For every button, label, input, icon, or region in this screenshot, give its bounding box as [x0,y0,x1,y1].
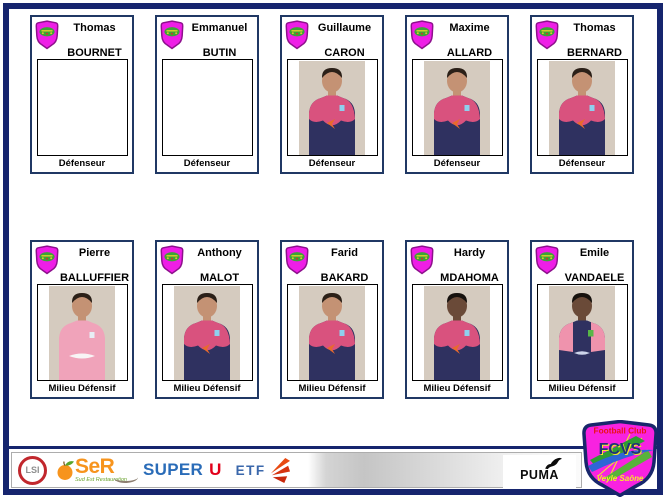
crest-top-text: Football Club [594,426,647,436]
club-badge-icon [285,245,309,275]
player-last-name: BUTIN [202,47,237,59]
player-photo [536,284,628,381]
player-card: Farid BAKARD Milieu Défensif [280,240,384,399]
sponsor-bar: LSI SeR Sud Est Restauration SUPER U ETF [11,452,582,488]
player-first-name: Anthony [197,247,242,259]
ser-logo: SeR Sud Est Restauration [56,455,138,484]
player-position: Milieu Défensif [548,383,616,394]
orange-fruit-icon [57,461,74,480]
card-header: Pierre BALLUFFIER [32,242,132,284]
crest-initials-shadow: FCVS [600,442,643,459]
player-position: Défenseur [308,158,356,169]
player-card: Anthony MALOT Milieu Défensif [155,240,259,399]
player-last-name: BOURNET [67,47,122,59]
club-badge-icon [410,20,434,50]
player-card: Thomas BOURNET Défenseur [30,15,134,174]
card-header: Farid BAKARD [282,242,382,284]
player-last-name: BAKARD [320,272,369,284]
super-u-logo: SUPER U [143,460,222,480]
puma-logo-inner: PUMA [520,458,562,483]
card-header: Anthony MALOT [157,242,257,284]
player-first-name: Emmanuel [191,22,248,34]
club-badge-icon [535,20,559,50]
player-last-name: MALOT [199,272,240,284]
card-header: Thomas BERNARD [532,17,632,59]
ser-swoosh-icon [114,472,138,484]
player-card: Thomas BERNARD Défenseur [530,15,634,174]
player-photo [36,284,128,381]
player-card: Guillaume CARON Défenseur [280,15,384,174]
player-photo [161,59,253,156]
player-card: Emmanuel BUTIN Défenseur [155,15,259,174]
player-position: Défenseur [58,158,106,169]
player-card: Maxime ALLARD Défenseur [405,15,509,174]
card-header: Emmanuel BUTIN [157,17,257,59]
footer-divider-line [8,446,659,449]
puma-logo: PUMA [503,455,576,488]
card-header: Emile VANDAELE [532,242,632,284]
puma-label: PUMA [520,468,559,483]
etf-flame-icon [270,457,290,483]
player-last-name: CARON [324,47,365,59]
club-badge-icon [285,20,309,50]
player-photo [286,59,378,156]
player-first-name: Thomas [573,22,616,34]
player-photo [411,284,503,381]
club-crest: Football Club FCVS FCVS Veyle Saône [582,420,658,497]
ser-label: SeR [75,455,115,479]
player-first-name: Thomas [73,22,116,34]
player-photo [286,284,378,381]
super-u-text: SUPER [142,460,204,479]
player-position: Milieu Défensif [423,383,491,394]
crest-initials: FCVS [599,441,642,458]
etf-label: ETF [235,462,266,478]
player-position: Défenseur [433,158,481,169]
player-first-name: Farid [331,247,358,259]
player-card: Hardy MDAHOMA Milieu Défensif [405,240,509,399]
lsi-label: LSI [25,465,40,475]
player-first-name: Guillaume [317,22,372,34]
player-photo [161,284,253,381]
player-photo [36,59,128,156]
card-header: Maxime ALLARD [407,17,507,59]
player-photo [536,59,628,156]
player-first-name: Pierre [78,247,111,259]
club-badge-icon [35,20,59,50]
player-position: Milieu Défensif [173,383,241,394]
player-position: Défenseur [558,158,606,169]
player-last-name: BALLUFFIER [59,272,130,284]
player-last-name: BERNARD [567,47,622,59]
crest-bottom-text: Veyle Saône [597,474,644,483]
club-badge-icon [410,245,434,275]
club-badge-icon [35,245,59,275]
puma-cat-icon [545,458,562,470]
player-last-name: VANDAELE [564,272,625,284]
player-photo [411,59,503,156]
ser-subtext: Sud Est Restauration [75,477,127,484]
club-badge-icon [160,20,184,50]
etf-logo: ETF [236,457,291,484]
player-position: Milieu Défensif [298,383,366,394]
player-card: Pierre BALLUFFIER Milieu Défensif [30,240,134,399]
player-position: Milieu Défensif [48,383,116,394]
player-card: Emile VANDAELE Milieu Défensif [530,240,634,399]
player-first-name: Maxime [449,22,490,34]
player-position: Défenseur [183,158,231,169]
super-u-letter: U [209,460,222,479]
card-header: Guillaume CARON [282,17,382,59]
club-badge-icon [535,245,559,275]
lsi-logo: LSI [18,455,47,485]
player-first-name: Emile [579,247,610,259]
club-badge-icon [160,245,184,275]
card-header: Hardy MDAHOMA [407,242,507,284]
player-last-name: ALLARD [446,47,493,59]
player-last-name: MDAHOMA [440,272,499,284]
player-first-name: Hardy [453,247,486,259]
card-header: Thomas BOURNET [32,17,132,59]
